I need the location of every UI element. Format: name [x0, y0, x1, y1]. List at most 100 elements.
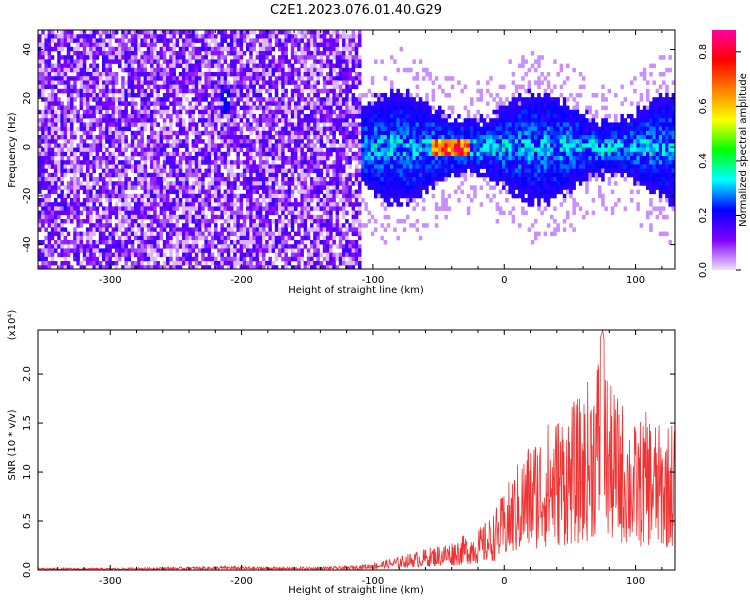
heatmap-cell — [137, 240, 141, 245]
heatmap-cell — [306, 72, 311, 77]
heatmap-cell — [262, 151, 266, 157]
heatmap-cell — [322, 63, 327, 69]
heatmap-cell — [105, 240, 109, 245]
heatmap-cell — [396, 143, 400, 148]
heatmap-cell — [233, 42, 237, 48]
heatmap-cell — [242, 164, 247, 169]
heatmap-cell — [386, 122, 391, 127]
heatmap-cell — [102, 160, 106, 165]
heatmap-cell — [156, 38, 160, 43]
heatmap-cell — [226, 181, 231, 186]
heatmap-cell — [47, 156, 52, 161]
heatmap-cell — [98, 139, 103, 144]
heatmap-cell — [316, 42, 320, 48]
heatmap-cell — [236, 51, 240, 56]
heatmap-cell — [294, 105, 298, 111]
heatmap-cell — [271, 114, 276, 119]
heatmap-cell — [82, 156, 87, 161]
heatmap-cell — [47, 252, 52, 258]
heatmap-cell — [159, 168, 164, 174]
heatmap-cell — [265, 72, 269, 77]
heatmap-cell — [278, 189, 282, 195]
heatmap-cell — [310, 42, 314, 48]
heatmap-cell — [370, 172, 375, 178]
heatmap-cell — [50, 261, 55, 266]
heatmap-cell — [153, 143, 157, 148]
heatmap-cell — [166, 160, 170, 165]
heatmap-cell — [348, 227, 352, 232]
heatmap-cell — [335, 63, 340, 69]
heatmap-cell — [297, 97, 301, 102]
heatmap-cell — [95, 97, 100, 102]
heatmap-cell — [86, 80, 90, 85]
heatmap-cell — [150, 181, 154, 186]
heatmap-cell — [162, 122, 167, 127]
heatmap-cell — [383, 151, 388, 157]
heatmap-cell — [50, 164, 55, 169]
heatmap-cell — [188, 76, 192, 81]
heatmap-cell — [268, 122, 272, 127]
heatmap-cell — [185, 160, 189, 165]
heatmap-cell — [108, 256, 112, 262]
heatmap-cell — [402, 135, 407, 140]
heatmap-cell — [303, 114, 308, 119]
heatmap-cell — [60, 101, 64, 106]
heatmap-cell — [239, 126, 244, 132]
heatmap-cell — [294, 252, 298, 258]
heatmap-cell — [70, 135, 74, 140]
heatmap-cell — [204, 51, 208, 56]
heatmap-cell — [274, 30, 279, 35]
heatmap-cell — [140, 51, 144, 56]
heatmap-cell — [390, 55, 394, 60]
heatmap-cell — [44, 244, 48, 249]
heatmap-cell — [86, 164, 90, 169]
heatmap-cell — [194, 235, 199, 241]
heatmap-cell — [134, 67, 138, 73]
heatmap-cell — [204, 63, 208, 69]
heatmap-cell — [82, 88, 87, 94]
heatmap-cell — [98, 202, 103, 207]
heatmap-cell — [316, 59, 320, 64]
heatmap-cell — [182, 248, 186, 253]
heatmap-cell — [108, 181, 112, 186]
heatmap-cell — [214, 198, 218, 203]
heatmap-cell — [204, 93, 208, 98]
heatmap-cell — [268, 130, 272, 136]
heatmap-cell — [166, 244, 170, 249]
heatmap-cell — [338, 151, 343, 157]
heatmap-cell — [223, 30, 228, 35]
heatmap-cell — [319, 198, 324, 203]
heatmap-cell — [262, 252, 266, 258]
heatmap-cell — [118, 51, 122, 56]
heatmap-cell — [278, 101, 282, 106]
heatmap-cell — [290, 42, 295, 48]
heatmap-cell — [226, 265, 231, 269]
heatmap-cell — [73, 59, 77, 64]
heatmap-cell — [198, 223, 202, 228]
heatmap-cell — [102, 210, 106, 216]
heatmap-cell — [198, 93, 202, 98]
heatmap-cell — [201, 63, 205, 69]
heatmap-cell — [313, 143, 317, 148]
heatmap-cell — [348, 122, 352, 127]
heatmap-cell — [166, 114, 170, 119]
heatmap-cell — [169, 265, 173, 269]
heatmap-cell — [130, 147, 135, 153]
heatmap-cell — [79, 88, 84, 94]
heatmap-cell — [191, 156, 196, 161]
heatmap-cell — [140, 210, 144, 216]
heatmap-cell — [89, 122, 93, 127]
heatmap-cell — [63, 210, 68, 216]
heatmap-cell — [50, 244, 55, 249]
heatmap-cell — [370, 231, 375, 237]
heatmap-cell — [268, 139, 272, 144]
heatmap-cell — [329, 164, 333, 169]
heatmap-cell — [127, 67, 132, 73]
heatmap-cell — [252, 248, 256, 253]
heatmap-cell — [258, 202, 263, 207]
heatmap-cell — [182, 105, 186, 111]
heatmap-cell — [377, 181, 381, 186]
heatmap-cell — [153, 122, 157, 127]
heatmap-cell — [198, 76, 202, 81]
heatmap-cell — [399, 139, 404, 144]
